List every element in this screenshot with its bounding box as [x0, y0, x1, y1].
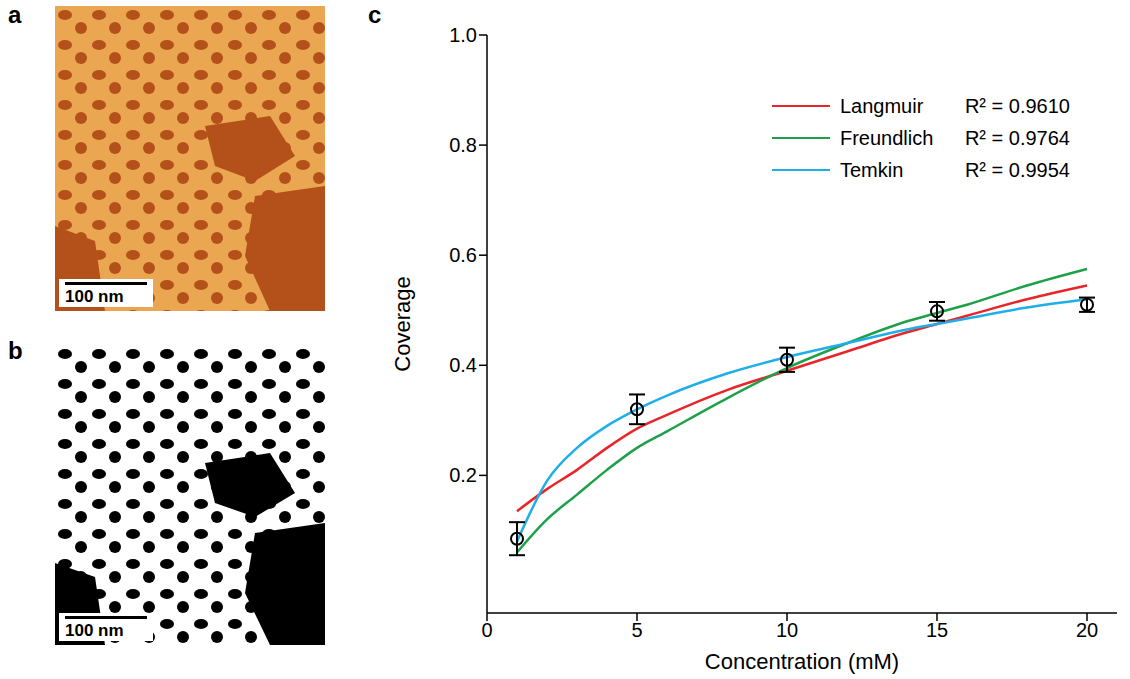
- svg-text:0.8: 0.8: [449, 134, 477, 156]
- html-text:Temkin: Temkin: [839, 158, 904, 181]
- svg-text:1.0: 1.0: [449, 24, 477, 46]
- html-text:Langmuir: Langmuir: [839, 94, 924, 117]
- svg-text:0.6: 0.6: [449, 244, 477, 266]
- html-text:100 nm: 100 nm: [65, 287, 124, 306]
- html-text:R² = 0.9764: R² = 0.9764: [964, 126, 1070, 149]
- svg-text:0.2: 0.2: [449, 464, 477, 486]
- html-text:Freundlich: Freundlich: [839, 126, 934, 149]
- html-text:a: a: [8, 1, 22, 28]
- html-text:c: c: [368, 1, 382, 28]
- svg-text:Coverage: Coverage: [390, 276, 415, 371]
- svg-text:0.4: 0.4: [449, 354, 477, 376]
- html-text:100 nm: 100 nm: [65, 621, 124, 640]
- svg-text:15: 15: [926, 619, 948, 641]
- svg-text:0: 0: [481, 619, 492, 641]
- html-text:b: b: [8, 337, 23, 364]
- svg-text:5: 5: [631, 619, 642, 641]
- html-text:R² = 0.9610: R² = 0.9610: [964, 94, 1070, 117]
- svg-text:10: 10: [776, 619, 798, 641]
- svg-text:Concentration (mM): Concentration (mM): [705, 649, 899, 674]
- svg-text:20: 20: [1076, 619, 1098, 641]
- html-text:R² = 0.9954: R² = 0.9954: [964, 158, 1070, 181]
